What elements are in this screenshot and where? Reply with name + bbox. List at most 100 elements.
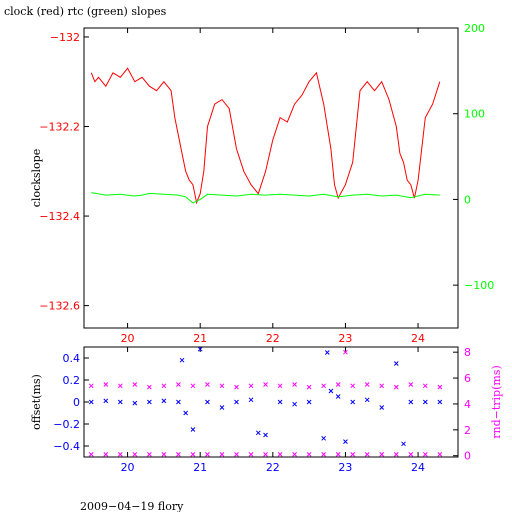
y-right-tick-label-1-0: 8 bbox=[464, 346, 471, 359]
point-1-2-3 bbox=[132, 452, 138, 457]
point-1-1-6 bbox=[176, 382, 181, 387]
point-1-1-16 bbox=[321, 383, 327, 389]
point-1-2-6 bbox=[176, 452, 181, 457]
point-1-1-25 bbox=[437, 384, 443, 390]
point-1-2-9 bbox=[219, 452, 225, 457]
plot-frame-1 bbox=[83, 346, 459, 458]
y-right-tick-label-0-2: 0 bbox=[464, 193, 471, 206]
point-1-2-7 bbox=[190, 452, 196, 457]
point-1-2-4 bbox=[147, 452, 152, 457]
point-1-0-23 bbox=[335, 394, 341, 399]
point-1-0-4 bbox=[147, 399, 152, 405]
y-left-tick-label-0-3: −132.6 bbox=[39, 300, 80, 313]
point-1-0-27 bbox=[379, 405, 385, 410]
point-1-2-14 bbox=[292, 452, 297, 457]
point-1-0-8 bbox=[183, 410, 189, 416]
point-1-0-9 bbox=[190, 427, 196, 432]
x-tick-label-1-0: 20 bbox=[121, 461, 135, 474]
point-1-1-14 bbox=[292, 382, 297, 387]
x-tick-label-1-4: 24 bbox=[411, 461, 425, 474]
series-line-0-1 bbox=[91, 192, 440, 204]
point-1-0-6 bbox=[176, 399, 181, 405]
footer-text: 2009−04−19 flory bbox=[80, 500, 184, 512]
point-1-0-15 bbox=[255, 430, 261, 436]
y-right-tick-label-1-3: 2 bbox=[464, 424, 471, 437]
x-tick-label-0-4: 24 bbox=[411, 332, 425, 345]
plot-frame-0 bbox=[83, 27, 459, 329]
x-tick-label-0-0: 20 bbox=[121, 332, 135, 345]
point-1-0-3 bbox=[132, 400, 138, 406]
point-1-0-32 bbox=[437, 399, 443, 405]
point-1-1-9 bbox=[219, 383, 225, 389]
point-1-0-16 bbox=[263, 432, 268, 438]
point-1-2-10 bbox=[234, 452, 239, 457]
point-1-0-20 bbox=[321, 435, 327, 441]
y-left-tick-label-1-2: 0 bbox=[73, 396, 80, 409]
y-right-tick-label-1-1: 6 bbox=[464, 372, 471, 385]
point-1-0-10 bbox=[197, 346, 203, 352]
point-1-2-18 bbox=[350, 452, 356, 457]
bottom-panel: 20 21 22 23 240.40.20−0.2−0.486420offset(ms)… bbox=[30, 346, 503, 474]
point-1-1-13 bbox=[277, 383, 283, 389]
y-right-axis-label-1: rnd−trip(ms) bbox=[490, 365, 503, 439]
x-tick-label-0-1: 21 bbox=[193, 332, 207, 345]
x-tick-label-0-2: 22 bbox=[266, 332, 280, 345]
y-left-tick-label-0-1: −132.2 bbox=[39, 121, 80, 134]
y-right-tick-label-1-4: 0 bbox=[464, 450, 471, 463]
point-1-0-14 bbox=[248, 397, 254, 403]
point-1-2-0 bbox=[88, 452, 94, 457]
point-1-1-10 bbox=[234, 384, 239, 390]
point-1-2-22 bbox=[408, 452, 414, 457]
point-1-0-1 bbox=[103, 398, 109, 404]
point-1-2-20 bbox=[379, 452, 385, 457]
point-1-0-29 bbox=[401, 441, 406, 447]
point-1-1-20 bbox=[364, 382, 370, 387]
x-tick-label-1-1: 21 bbox=[193, 461, 207, 474]
point-1-2-16 bbox=[321, 452, 327, 457]
point-1-0-30 bbox=[408, 399, 414, 405]
point-1-0-12 bbox=[219, 405, 225, 410]
point-1-0-17 bbox=[277, 399, 283, 405]
point-1-1-24 bbox=[422, 383, 428, 389]
point-1-0-31 bbox=[422, 399, 428, 405]
point-1-1-15 bbox=[306, 384, 312, 390]
chart-title: clock (red) rtc (green) slopes bbox=[4, 5, 167, 18]
point-1-2-23 bbox=[422, 452, 428, 457]
point-1-1-12 bbox=[263, 382, 268, 387]
point-1-0-26 bbox=[364, 397, 370, 403]
point-1-1-2 bbox=[117, 383, 123, 389]
point-1-0-28 bbox=[393, 361, 399, 366]
point-1-2-19 bbox=[364, 452, 370, 457]
point-1-2-5 bbox=[161, 452, 167, 457]
point-1-1-17 bbox=[335, 382, 341, 387]
point-1-1-7 bbox=[190, 383, 196, 389]
point-1-0-24 bbox=[343, 439, 348, 444]
y-left-tick-label-0-0: −132 bbox=[50, 31, 80, 44]
y-left-tick-label-1-1: 0.2 bbox=[63, 374, 81, 387]
y-axis-label-1: offset(ms) bbox=[30, 374, 43, 430]
point-1-0-21 bbox=[324, 350, 330, 355]
y-left-tick-label-0-2: −132.4 bbox=[39, 210, 80, 223]
point-1-2-12 bbox=[263, 452, 268, 457]
series-line-0-0 bbox=[90, 67, 441, 205]
point-1-1-8 bbox=[205, 382, 210, 387]
x-tick-label-0-3: 23 bbox=[338, 332, 352, 345]
point-1-2-11 bbox=[248, 452, 254, 457]
point-1-1-23 bbox=[408, 382, 414, 387]
y-right-tick-label-0-1: 100 bbox=[464, 108, 485, 121]
point-1-1-22 bbox=[393, 384, 399, 390]
point-1-2-17 bbox=[335, 452, 341, 457]
point-1-1-0 bbox=[88, 383, 94, 389]
point-1-2-15 bbox=[306, 452, 312, 457]
y-left-tick-label-1-0: 0.4 bbox=[63, 352, 81, 365]
point-1-0-22 bbox=[328, 388, 334, 394]
point-1-1-11 bbox=[248, 383, 254, 389]
point-1-0-25 bbox=[350, 399, 356, 405]
point-1-2-24 bbox=[437, 452, 443, 457]
point-1-0-5 bbox=[161, 398, 167, 404]
point-1-1-19 bbox=[350, 383, 356, 389]
point-1-0-2 bbox=[117, 399, 123, 405]
point-1-2-8 bbox=[205, 452, 210, 457]
point-1-0-11 bbox=[205, 399, 210, 405]
